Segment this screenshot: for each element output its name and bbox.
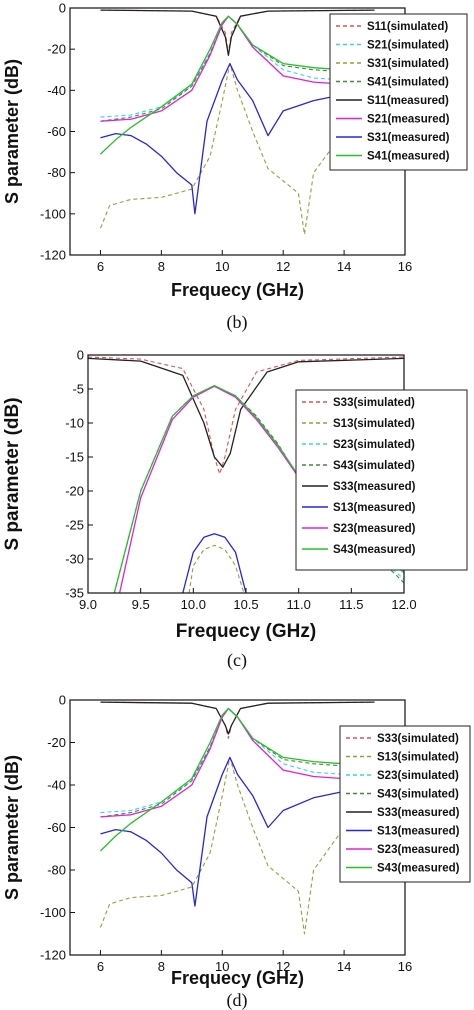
series-line-s33measured (88, 357, 404, 468)
series-line-s23simulated (100, 707, 375, 814)
y-tick-label: -80 (47, 165, 66, 180)
series-line-s33simulated (100, 701, 375, 739)
series-line-s13measured (182, 533, 247, 593)
legend-entry: S11(measured) (367, 95, 449, 107)
series-line-s31measured (100, 62, 375, 215)
x-tick-label: 6 (97, 259, 104, 274)
x-axis-label: Frequecy (GHz) (171, 280, 304, 300)
legend-entry: S31(simulated) (367, 58, 449, 70)
legend: S33(simulated) S13(simulated) S23(simulate… (339, 725, 471, 883)
legend-entry: S33(measured) (377, 807, 460, 819)
legend-entry: S13(simulated) (333, 418, 415, 430)
legend-entry: S13(simulated) (377, 752, 459, 764)
chart-2: 6 8 10 12 14 16 0 -20 -40 -60 -80 -100 -120 Frequecy … (2, 693, 471, 1010)
x-tick-label: 11.5 (339, 597, 363, 612)
y-tick-label: -120 (40, 248, 66, 263)
x-tick-label: 16 (398, 259, 412, 274)
legend-entry: S43(measured) (333, 544, 416, 556)
series-line-s11measured (100, 9, 375, 56)
chart-0: 6 8 10 12 14 16 0 -20 -40 -60 -80 -100 -120 Frequecy … (2, 1, 468, 333)
y-tick-label: -20 (47, 735, 66, 750)
y-tick-label: -100 (40, 206, 66, 221)
legend-entry: S23(measured) (333, 523, 416, 535)
series-line-s33simulated (88, 356, 404, 475)
series-line-s31simulated (99, 63, 375, 235)
x-tick-label: 12 (276, 959, 290, 974)
x-tick-label: 14 (337, 959, 351, 974)
legend-entry: S43(simulated) (333, 460, 415, 472)
legend-entry: S23(simulated) (333, 439, 415, 451)
subfigure-caption: (c) (227, 650, 247, 671)
series-line-s43simulated (100, 707, 375, 818)
x-tick-label: 12.0 (391, 597, 416, 612)
legend-entry: S13(measured) (333, 502, 416, 514)
y-tick-label: -15 (65, 450, 84, 465)
y-tick-label: -20 (65, 484, 84, 499)
x-tick-label: 10.5 (233, 597, 258, 612)
series-line-s13simulated (99, 756, 375, 935)
legend-entry: S21(measured) (367, 114, 450, 126)
legend-entry: S33(simulated) (333, 397, 415, 409)
series-line-s33measured (100, 701, 375, 735)
y-tick-label: -25 (65, 518, 84, 533)
x-tick-label: 9.5 (132, 597, 150, 612)
y-tick-label: -5 (72, 382, 84, 397)
series-line-s41measured (100, 15, 375, 155)
legend-entry: S41(simulated) (367, 77, 449, 89)
subfigure-caption: (b) (227, 312, 248, 333)
y-tick-label: -80 (47, 863, 66, 878)
x-tick-label: 8 (158, 959, 165, 974)
y-tick-label: -60 (47, 124, 66, 139)
x-tick-label: 14 (337, 259, 351, 274)
series-group (99, 701, 375, 935)
series-line-s13measured (100, 756, 375, 907)
y-tick-label: -35 (65, 586, 84, 601)
x-tick-label: 10.0 (181, 597, 206, 612)
y-tick-label: -30 (65, 552, 84, 567)
series-group (99, 9, 375, 235)
y-tick-label: -60 (47, 820, 66, 835)
y-axis-label: S parameter (dB) (2, 755, 22, 900)
y-tick-label: -40 (47, 83, 66, 98)
legend-entry: S31(measured) (367, 132, 450, 144)
subfigure-caption: (d) (227, 990, 248, 1010)
chart-1: 9.0 9.5 10.0 10.5 11.0 11.5 12.0 0 -5 -10 -15 -20 -2… (2, 348, 468, 671)
y-axis-label: S parameter (dB) (2, 59, 22, 204)
y-tick-label: 0 (59, 693, 66, 708)
legend-entry: S41(measured) (367, 151, 450, 163)
x-tick-label: 12 (276, 259, 290, 274)
series-line-s13simulated (188, 544, 245, 593)
legend-entry: S13(measured) (377, 826, 460, 838)
y-axis-label: S parameter (dB) (2, 397, 23, 550)
legend-entry: S33(simulated) (377, 733, 459, 745)
legend-entry: S11(simulated) (367, 21, 448, 33)
y-tick-label: -10 (65, 416, 84, 431)
x-tick-label: 11.0 (286, 597, 310, 612)
series-line-s43measured (100, 707, 375, 852)
x-axis-label: Frequecy (GHz) (171, 968, 304, 988)
x-tick-label: 16 (398, 959, 412, 974)
x-tick-label: 9.0 (79, 597, 97, 612)
x-tick-label: 10 (215, 259, 229, 274)
x-tick-label: 8 (158, 259, 165, 274)
y-tick-label: 0 (59, 1, 66, 16)
y-tick-label: 0 (77, 348, 84, 363)
legend-entry: S43(measured) (377, 863, 460, 875)
legend: S11(simulated) S21(simulated) S31(simulate… (329, 13, 468, 171)
x-tick-label: 6 (97, 959, 104, 974)
y-tick-label: -120 (40, 948, 66, 963)
legend-entry: S33(measured) (333, 481, 416, 493)
legend: S33(simulated) S13(simulated) S23(simulate… (295, 389, 468, 571)
legend-entry: S21(simulated) (367, 40, 449, 52)
y-tick-label: -40 (47, 778, 66, 793)
y-tick-label: -100 (40, 905, 66, 920)
y-tick-label: -20 (47, 42, 66, 57)
x-axis-label: Frequecy (GHz) (176, 621, 316, 642)
x-tick-label: 10 (215, 959, 229, 974)
legend-entry: S23(simulated) (377, 770, 459, 782)
legend-entry: S23(measured) (377, 844, 460, 856)
legend-entry: S43(simulated) (377, 789, 459, 801)
